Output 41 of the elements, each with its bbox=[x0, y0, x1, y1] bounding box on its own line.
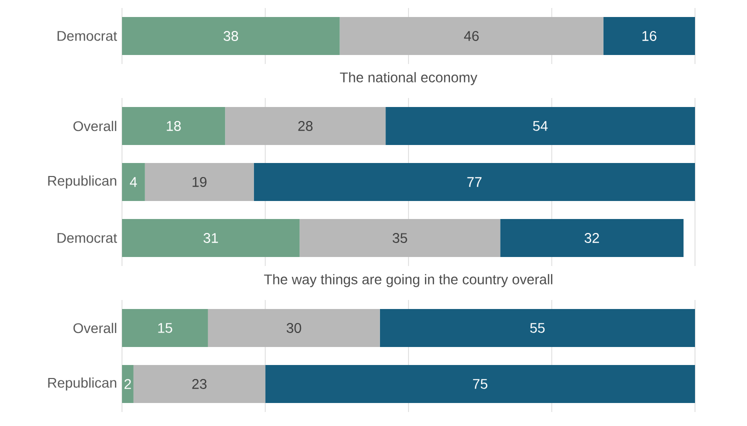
data-label: 30 bbox=[286, 323, 302, 333]
data-label: 2 bbox=[124, 379, 131, 389]
bar bbox=[208, 308, 380, 348]
bar bbox=[386, 106, 696, 146]
data-label: 75 bbox=[473, 379, 488, 389]
chart-title: The national economy bbox=[340, 72, 478, 86]
data-label: 16 bbox=[642, 31, 656, 41]
data-label: 28 bbox=[298, 121, 313, 131]
bar bbox=[122, 162, 145, 202]
y-tick-label: Republican bbox=[48, 377, 116, 391]
bar bbox=[122, 218, 300, 258]
data-label: 23 bbox=[192, 379, 207, 389]
data-label: 38 bbox=[224, 31, 238, 41]
bar bbox=[133, 364, 266, 404]
bar bbox=[500, 218, 684, 258]
data-label: 54 bbox=[533, 121, 548, 131]
data-label: 15 bbox=[158, 323, 172, 333]
data-label: 19 bbox=[192, 177, 206, 187]
bar bbox=[265, 364, 696, 404]
bar bbox=[380, 308, 696, 348]
data-label: 31 bbox=[204, 233, 218, 243]
bar bbox=[254, 162, 696, 202]
bar bbox=[122, 308, 208, 348]
data-label: 35 bbox=[392, 233, 408, 243]
data-label: 32 bbox=[584, 233, 599, 243]
bar bbox=[144, 162, 254, 202]
bar bbox=[300, 218, 500, 258]
bar bbox=[122, 106, 226, 146]
data-label: 77 bbox=[467, 177, 482, 187]
bar bbox=[225, 106, 386, 146]
y-tick-label: Overall bbox=[73, 322, 116, 334]
bar bbox=[122, 364, 134, 404]
y-tick-label: Overall bbox=[73, 120, 116, 132]
data-label: 4 bbox=[130, 177, 137, 187]
chart-title: The way things are going in the country overall bbox=[264, 274, 552, 288]
y-tick-label: Democrat bbox=[58, 31, 118, 41]
data-label: 46 bbox=[464, 31, 479, 41]
y-tick-label: Republican bbox=[48, 175, 116, 189]
y-tick-label: Democrat bbox=[58, 233, 118, 243]
data-label: 55 bbox=[530, 323, 545, 333]
data-label: 18 bbox=[166, 121, 181, 131]
